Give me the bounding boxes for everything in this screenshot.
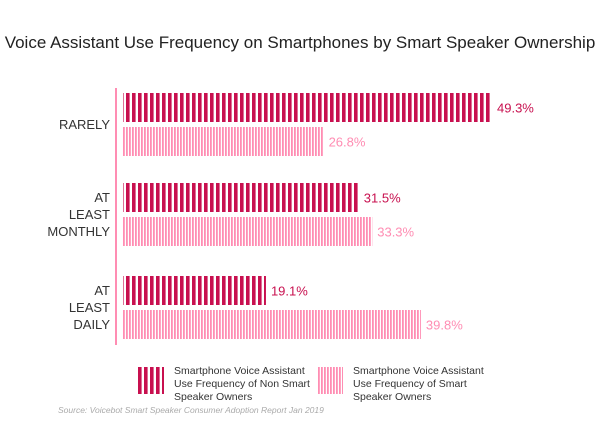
category-label: LEAST: [69, 207, 110, 222]
legend-line: Smartphone Voice Assistant: [353, 365, 484, 377]
bar: [123, 217, 373, 246]
legend-line: Use Frequency of Non Smart: [174, 378, 310, 390]
category-label: AT: [94, 190, 110, 205]
legend-line: Speaker Owners: [174, 391, 253, 403]
legend-line: Use Frequency of Smart: [353, 378, 467, 390]
bar: [123, 276, 266, 305]
data-label: 49.3%: [497, 101, 534, 116]
category-label: DAILY: [73, 317, 110, 332]
legend-swatch-non-owners: [138, 367, 164, 394]
legend-item-non-owners: Smartphone Voice Assistant Use Frequency…: [174, 365, 334, 404]
category-label: RARELY: [59, 117, 110, 132]
bar: [123, 127, 324, 156]
category-label: MONTHLY: [47, 224, 110, 239]
legend-line: Smartphone Voice Assistant: [174, 365, 305, 377]
data-label: 19.1%: [271, 284, 308, 299]
data-label: 26.8%: [329, 135, 366, 150]
bar: [123, 310, 421, 339]
chart-title: Voice Assistant Use Frequency on Smartph…: [4, 33, 596, 52]
category-label: AT: [94, 283, 110, 298]
legend-line: Speaker Owners: [353, 391, 432, 403]
data-label: 31.5%: [364, 191, 401, 206]
source-note: Source: Voicebot Smart Speaker Consumer …: [58, 405, 324, 415]
data-label: 39.8%: [426, 318, 463, 333]
category-label: LEAST: [69, 300, 110, 315]
data-label: 33.3%: [377, 225, 414, 240]
legend-item-owners: Smartphone Voice Assistant Use Frequency…: [353, 365, 513, 404]
legend-swatch-owners: [317, 367, 343, 394]
bar: [123, 93, 492, 122]
bar: [123, 183, 359, 212]
